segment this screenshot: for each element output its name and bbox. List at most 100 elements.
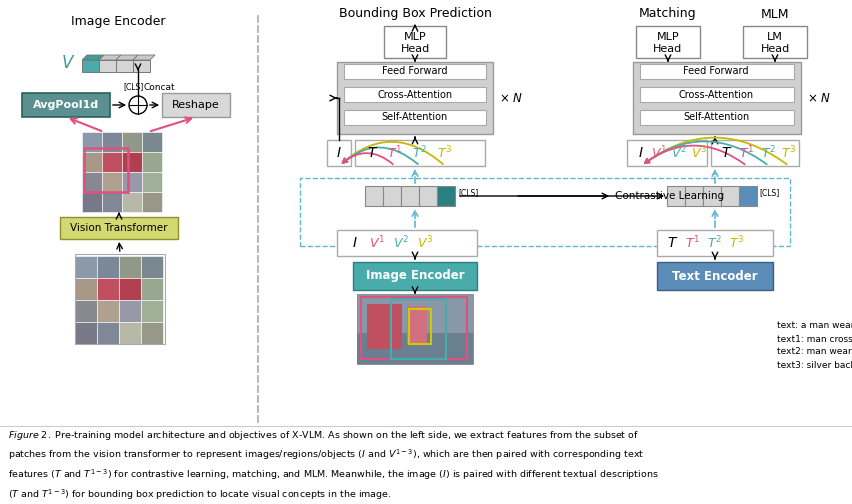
Bar — [97, 300, 119, 322]
Text: Self-Attention: Self-Attention — [682, 112, 749, 122]
Bar — [141, 300, 163, 322]
Bar — [75, 322, 97, 344]
Bar — [122, 172, 142, 192]
Text: Head: Head — [760, 44, 790, 54]
Bar — [437, 186, 455, 206]
Text: MLM: MLM — [761, 8, 789, 21]
Bar — [344, 87, 486, 102]
FancyArrowPatch shape — [645, 142, 767, 164]
Text: Cross-Attention: Cross-Attention — [377, 90, 452, 99]
Bar — [743, 26, 807, 58]
Bar — [142, 172, 162, 192]
Bar — [84, 148, 128, 192]
Text: $T^2$: $T^2$ — [707, 235, 722, 251]
FancyArrowPatch shape — [343, 148, 418, 164]
Bar — [365, 186, 383, 206]
Bar — [141, 256, 163, 278]
FancyArrowPatch shape — [343, 153, 393, 164]
Bar — [142, 152, 162, 172]
Bar — [122, 152, 142, 172]
Bar — [401, 186, 419, 206]
Circle shape — [129, 96, 147, 114]
Bar — [627, 140, 707, 166]
Bar — [22, 93, 110, 117]
Bar — [353, 262, 477, 290]
Bar — [657, 262, 773, 290]
Bar — [383, 186, 401, 206]
Text: $\mathit{T}$: $\mathit{T}$ — [722, 146, 733, 160]
Text: $\mathit{I}$: $\mathit{I}$ — [638, 146, 644, 160]
Bar — [82, 132, 102, 152]
Text: $V^1$: $V^1$ — [651, 145, 667, 161]
Text: text1: man crossing the street: text1: man crossing the street — [777, 335, 852, 344]
Bar — [122, 192, 142, 212]
Text: LM: LM — [767, 32, 783, 42]
Bar — [409, 309, 431, 344]
Bar — [162, 93, 230, 117]
Text: text: a man wearing a backpack is ...: text: a man wearing a backpack is ... — [777, 322, 852, 331]
Text: text2: man wearing backpack: text2: man wearing backpack — [777, 347, 852, 356]
Bar — [640, 87, 794, 102]
Text: Feed Forward: Feed Forward — [383, 67, 448, 77]
Text: [CLS]: [CLS] — [759, 188, 780, 197]
Bar — [337, 62, 493, 134]
Bar — [75, 254, 165, 344]
Bar — [141, 278, 163, 300]
Polygon shape — [116, 55, 138, 60]
Bar — [97, 256, 119, 278]
Text: Feed Forward: Feed Forward — [683, 67, 749, 77]
FancyArrowPatch shape — [645, 138, 786, 164]
Text: [CLS]: [CLS] — [124, 82, 144, 91]
Bar — [97, 278, 119, 300]
Bar — [119, 256, 141, 278]
Text: Contrastive Learning: Contrastive Learning — [615, 191, 724, 201]
Polygon shape — [82, 55, 104, 60]
Bar — [407, 306, 427, 344]
Text: Reshape: Reshape — [172, 100, 220, 110]
Bar — [102, 152, 122, 172]
Bar — [102, 172, 122, 192]
Polygon shape — [133, 55, 155, 60]
Text: $T^3$: $T^3$ — [729, 235, 745, 251]
Bar — [640, 64, 794, 79]
Text: Head: Head — [653, 44, 682, 54]
Text: $V^3$: $V^3$ — [691, 145, 707, 161]
Text: $\mathit{T}$: $\mathit{T}$ — [667, 236, 679, 250]
Bar — [361, 297, 467, 359]
Text: $T^3$: $T^3$ — [781, 145, 797, 161]
Text: $\mathit{T}$: $\mathit{T}$ — [367, 146, 378, 160]
Text: $T^1$: $T^1$ — [685, 235, 700, 251]
Bar — [657, 230, 773, 256]
Text: $\it{Figure\ 2.}$ Pre-training model architecture and objectives of X-VLM. As sh: $\it{Figure\ 2.}$ Pre-training model arc… — [8, 429, 659, 501]
Text: $\times\ N$: $\times\ N$ — [807, 92, 832, 104]
Bar — [636, 26, 700, 58]
Text: MLP: MLP — [657, 32, 679, 42]
Bar — [141, 322, 163, 344]
Bar — [133, 60, 150, 72]
FancyArrowPatch shape — [645, 146, 745, 164]
Bar — [75, 300, 97, 322]
Bar — [119, 300, 141, 322]
Bar — [739, 186, 757, 206]
Bar — [357, 294, 473, 364]
Bar — [142, 132, 162, 152]
Bar — [337, 230, 477, 256]
Bar — [102, 192, 122, 212]
Text: AvgPool1d: AvgPool1d — [33, 100, 99, 110]
Bar — [60, 217, 178, 239]
Bar — [357, 333, 473, 364]
Text: MLP: MLP — [404, 32, 426, 42]
Bar — [667, 186, 685, 206]
FancyArrowPatch shape — [343, 142, 443, 164]
Bar — [344, 110, 486, 125]
Bar — [640, 110, 794, 125]
Text: $T^1$: $T^1$ — [388, 145, 403, 161]
Bar — [122, 132, 142, 152]
Bar — [367, 304, 402, 349]
Text: Matching: Matching — [639, 8, 697, 21]
Bar — [300, 178, 790, 246]
Text: Cross-Attention: Cross-Attention — [678, 90, 753, 99]
Bar — [685, 186, 703, 206]
Text: $V^2$: $V^2$ — [393, 235, 409, 251]
Bar — [703, 186, 721, 206]
